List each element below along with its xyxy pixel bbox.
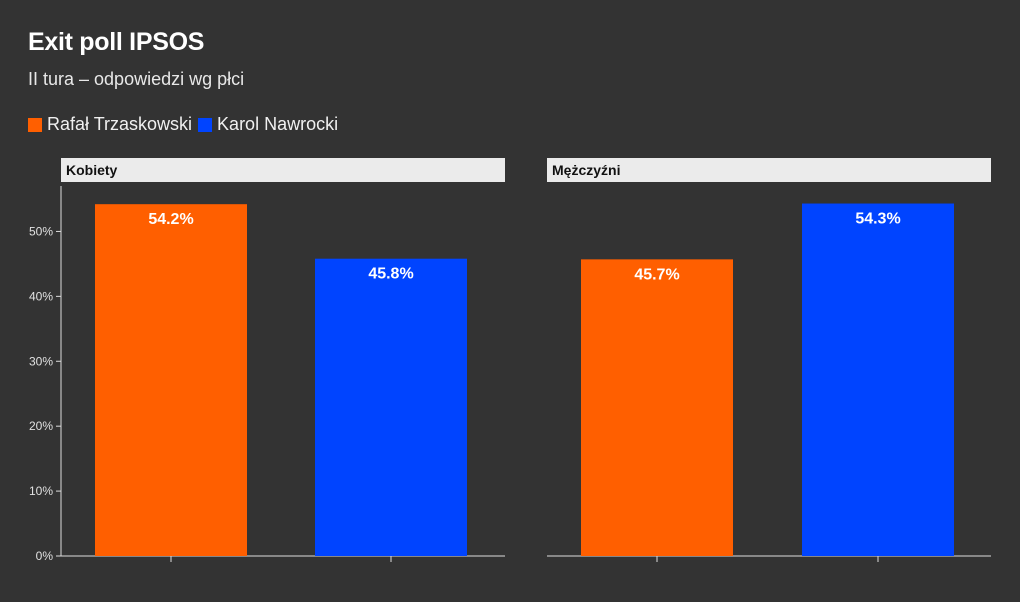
bar-0-1 [315, 258, 467, 556]
y-tick-label: 50% [29, 224, 53, 238]
panel-title: Kobiety [66, 162, 118, 178]
bar-value-label: 45.8% [368, 266, 413, 283]
y-tick-label: 20% [29, 419, 53, 433]
bar-value-label: 54.2% [148, 211, 193, 228]
y-tick-label: 30% [29, 354, 53, 368]
legend-label-karol: Karol Nawrocki [217, 114, 339, 134]
bar-0-0 [95, 204, 247, 556]
y-tick-label: 0% [36, 549, 54, 563]
panel-strip-0 [61, 158, 505, 182]
y-tick-label: 40% [29, 289, 53, 303]
panel-strip-1 [547, 158, 991, 182]
bar-value-label: 45.7% [634, 266, 679, 283]
y-tick-label: 10% [29, 484, 53, 498]
bar-1-1 [802, 203, 954, 557]
legend: Rafał Trzaskowski Karol Nawrocki [28, 114, 344, 135]
bar-value-label: 54.3% [855, 211, 900, 228]
bar-1-0 [581, 259, 733, 556]
legend-label-rafal: Rafał Trzaskowski [47, 114, 193, 134]
chart-subtitle: II tura – odpowiedzi wg płci [28, 69, 245, 89]
legend-item-karol: Karol Nawrocki [198, 114, 338, 135]
legend-swatch-karol [198, 117, 213, 132]
legend-swatch-rafal [28, 117, 42, 132]
panel-title: Mężczyźni [552, 162, 620, 178]
legend-item-rafal: Rafał Trzaskowski [28, 114, 192, 135]
chart-title: Exit poll IPSOS [28, 28, 205, 56]
